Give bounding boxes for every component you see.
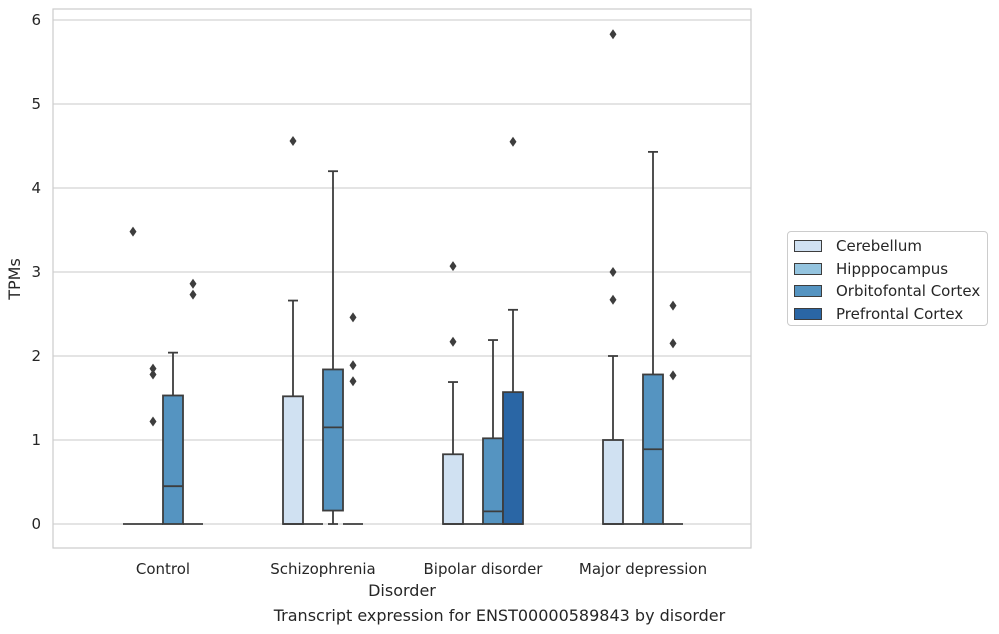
- outlier-point: [149, 369, 157, 380]
- box-body: [322, 368, 344, 512]
- legend-swatch: [794, 262, 822, 275]
- box-prefrontal-cortex: [502, 136, 524, 525]
- legend-label: Hipppocampus: [836, 259, 949, 278]
- legend-label: Cerebellum: [836, 237, 922, 256]
- x-tick-label: Major depression: [579, 560, 707, 578]
- outlier-point: [609, 294, 617, 305]
- legend-swatch: [794, 285, 822, 298]
- box-prefrontal-cortex: [183, 278, 203, 525]
- y-tick-label: 2: [31, 347, 41, 365]
- outlier-point: [129, 226, 137, 237]
- outlier-point: [669, 338, 677, 349]
- box-orbitofontal-cortex: [162, 351, 184, 525]
- box-prefrontal-cortex: [663, 300, 683, 525]
- box-orbitofontal-cortex: [322, 170, 344, 525]
- outlier-point: [349, 312, 357, 323]
- y-tick-label: 0: [31, 515, 41, 533]
- legend-swatch: [794, 240, 822, 253]
- boxes: [123, 29, 683, 525]
- box-body: [442, 453, 464, 525]
- y-tick-label: 3: [31, 263, 41, 281]
- outlier-point: [609, 29, 617, 40]
- x-tick-labels: Control Schizophrenia Bipolar disorder Majo…: [136, 560, 707, 578]
- box-body: [162, 394, 184, 525]
- legend-label: Prefrontal Cortex: [836, 305, 964, 324]
- legend-label: Orbitofontal Cortex: [836, 282, 981, 301]
- y-tick-label: 5: [31, 95, 41, 113]
- legend: Cerebellum Hipppocampus Orbitofontal Corte…: [787, 231, 988, 326]
- box-prefrontal-cortex: [343, 312, 363, 525]
- box-orbitofontal-cortex: [642, 150, 664, 525]
- legend-item: Cerebellum: [794, 235, 987, 258]
- y-axis-title: TPMs: [5, 258, 24, 301]
- outlier-point: [669, 370, 677, 381]
- box-body: [282, 395, 304, 525]
- outlier-point: [669, 300, 677, 311]
- outlier-point: [509, 136, 517, 147]
- outlier-point: [349, 376, 357, 387]
- outlier-point: [189, 289, 197, 300]
- box-body: [602, 439, 624, 525]
- y-tick-label: 1: [31, 431, 41, 449]
- outlier-point: [189, 278, 197, 289]
- outlier-point: [609, 267, 617, 277]
- outlier-point: [449, 261, 457, 272]
- outlier-point: [149, 416, 157, 427]
- x-tick-label: Bipolar disorder: [424, 560, 544, 578]
- y-tick-label: 6: [31, 11, 41, 29]
- box-cerebellum: [442, 261, 464, 525]
- plot-area-frame: [52, 8, 752, 549]
- box-orbitofontal-cortex: [482, 339, 504, 525]
- box-body: [502, 391, 524, 525]
- y-tick-label: 4: [31, 179, 41, 197]
- outlier-point: [449, 336, 457, 347]
- x-axis-title: Disorder: [368, 581, 436, 600]
- legend-item: Orbitofontal Cortex: [794, 280, 987, 303]
- outlier-point: [149, 363, 157, 374]
- box-cerebellum: [282, 135, 304, 525]
- legend-item: Hipppocampus: [794, 258, 987, 281]
- y-tick-labels: 0 1 2 3 4 5 6: [31, 11, 41, 533]
- legend-item: Prefrontal Cortex: [794, 303, 987, 326]
- box-cerebellum: [602, 29, 624, 525]
- box-hipppocampus: [143, 363, 163, 525]
- x-tick-label: Schizophrenia: [270, 560, 375, 578]
- x-tick-label: Control: [136, 560, 190, 578]
- outlier-point: [289, 135, 297, 146]
- chart-caption: Transcript expression for ENST0000058984…: [273, 606, 726, 625]
- outlier-point: [349, 360, 357, 371]
- legend-swatch: [794, 308, 822, 321]
- box-cerebellum: [123, 226, 143, 525]
